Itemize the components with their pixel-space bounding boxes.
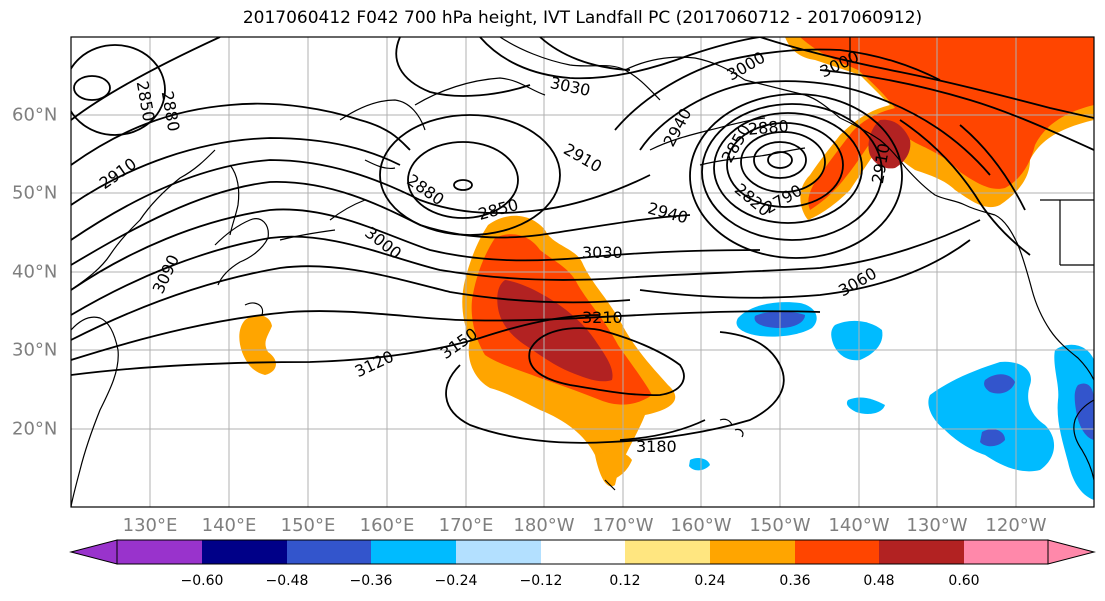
colorbar-segment (287, 540, 371, 564)
west-orange-patch (239, 315, 276, 375)
lon-label: 160°W (670, 515, 732, 536)
colorbar-tick: −0.36 (349, 573, 393, 589)
lon-label: 120°W (985, 515, 1047, 536)
colorbar-segment (625, 540, 710, 564)
blue-patch-southeast-dark (984, 374, 1015, 394)
lon-label: 160°E (359, 515, 415, 536)
lon-label: 130°W (906, 515, 968, 536)
blue-patch-southeast (928, 361, 1055, 472)
lon-label: 140°W (828, 515, 890, 536)
lon-label: 130°E (122, 515, 178, 536)
blue-patch-small-2 (689, 457, 710, 471)
colorbar-segment (371, 540, 456, 564)
map-frame (70, 36, 1095, 508)
ivt-shading (239, 37, 1094, 500)
colorbar-tick: −0.48 (265, 573, 309, 589)
colorbar-segment (710, 540, 795, 564)
blue-patch-far-east-dark (1074, 383, 1094, 440)
colorbar-tick: 0.48 (863, 573, 895, 589)
colorbar-segment (202, 540, 287, 564)
colorbar-tick: −0.24 (434, 573, 478, 589)
colorbar-extend-low (69, 539, 118, 565)
colorbar-frame (116, 539, 1049, 565)
colorbar-extend-high (1047, 539, 1096, 565)
contour-label: 3030 (582, 243, 623, 262)
lon-label: 180°W (513, 515, 575, 536)
colorbar-tick: −0.60 (180, 573, 224, 589)
colorbar-tick: 0.60 (948, 573, 980, 589)
colorbar-segment (795, 540, 879, 564)
blue-patch-southeast-dark2 (980, 429, 1005, 447)
colorbar-tick: −0.12 (519, 573, 563, 589)
lat-label: 50°N (12, 182, 58, 204)
lon-label: 170°W (592, 515, 654, 536)
graticule (71, 37, 1094, 507)
map-title: 2017060412 F042 700 hPa height, IVT Land… (242, 8, 923, 28)
lon-label: 170°E (438, 515, 494, 536)
lon-label: 150°E (280, 515, 336, 536)
colorbar-segment (117, 540, 202, 564)
lon-label: 150°W (749, 515, 811, 536)
height-contours (71, 37, 1094, 444)
colorbar-tick: 0.24 (694, 573, 726, 589)
colorbar-tick: 0.36 (779, 573, 811, 589)
blue-patch-small-1 (846, 397, 885, 414)
lat-label: 60°N (12, 104, 58, 126)
lat-label: 40°N (12, 261, 58, 283)
colorbar-segment (456, 540, 541, 564)
colorbar-segment (879, 540, 964, 564)
colorbar-segment (541, 540, 625, 564)
lat-label: 30°N (12, 339, 58, 361)
lon-label: 140°E (201, 515, 257, 536)
contour-label: 2880 (747, 116, 789, 138)
contour-label: 3210 (582, 308, 623, 327)
contour-label: 3180 (636, 437, 677, 456)
colorbar-tick: 0.12 (609, 573, 641, 589)
colorbar-segment (964, 540, 1048, 564)
lat-label: 20°N (12, 418, 58, 440)
gulf-alaska-orange (800, 37, 1094, 210)
